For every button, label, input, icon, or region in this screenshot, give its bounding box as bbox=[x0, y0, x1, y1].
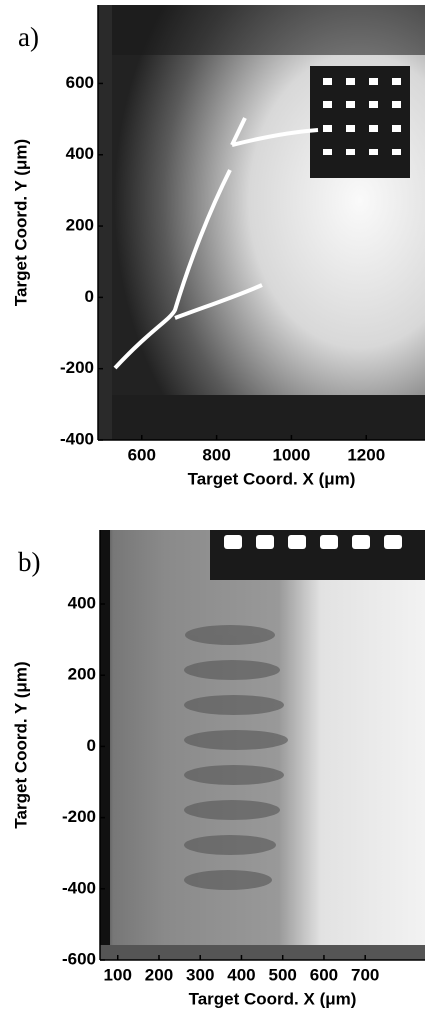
y-tick-label: -600 bbox=[62, 949, 96, 968]
x-tick-label: 600 bbox=[310, 965, 338, 984]
y-tick-label: -200 bbox=[62, 807, 96, 826]
y-tick-label: -400 bbox=[60, 429, 94, 448]
x-tick-label: 300 bbox=[186, 965, 214, 984]
x-tick-label: 600 bbox=[128, 445, 156, 464]
x-axis-label: Target Coord. X (μm) bbox=[188, 469, 356, 488]
x-tick-label: 400 bbox=[227, 965, 255, 984]
x-tick-label: 800 bbox=[202, 445, 230, 464]
x-tick-label: 200 bbox=[145, 965, 173, 984]
y-tick-label: 200 bbox=[68, 665, 96, 684]
image-a bbox=[98, 5, 425, 440]
y-axis-label: Target Coord. Y (μm) bbox=[11, 139, 30, 306]
y-tick-label: 600 bbox=[66, 73, 94, 92]
x-tick-label: 500 bbox=[269, 965, 297, 984]
x-axis-label: Target Coord. X (μm) bbox=[189, 989, 357, 1008]
x-tick-label: 1200 bbox=[347, 445, 385, 464]
y-tick-label: 400 bbox=[66, 144, 94, 163]
y-tick-label: -200 bbox=[60, 358, 94, 377]
image-b bbox=[100, 530, 425, 960]
panel-label: b) bbox=[18, 547, 41, 577]
y-tick-label: -400 bbox=[62, 878, 96, 897]
x-tick-label: 1000 bbox=[273, 445, 311, 464]
y-axis-label: Target Coord. Y (μm) bbox=[11, 661, 30, 828]
x-tick-label: 700 bbox=[351, 965, 379, 984]
y-tick-label: 0 bbox=[87, 736, 96, 755]
panel-label: a) bbox=[18, 22, 39, 52]
y-tick-label: 0 bbox=[85, 287, 94, 306]
x-tick-label: 100 bbox=[104, 965, 132, 984]
y-tick-label: 200 bbox=[66, 216, 94, 235]
y-tick-label: 400 bbox=[68, 594, 96, 613]
